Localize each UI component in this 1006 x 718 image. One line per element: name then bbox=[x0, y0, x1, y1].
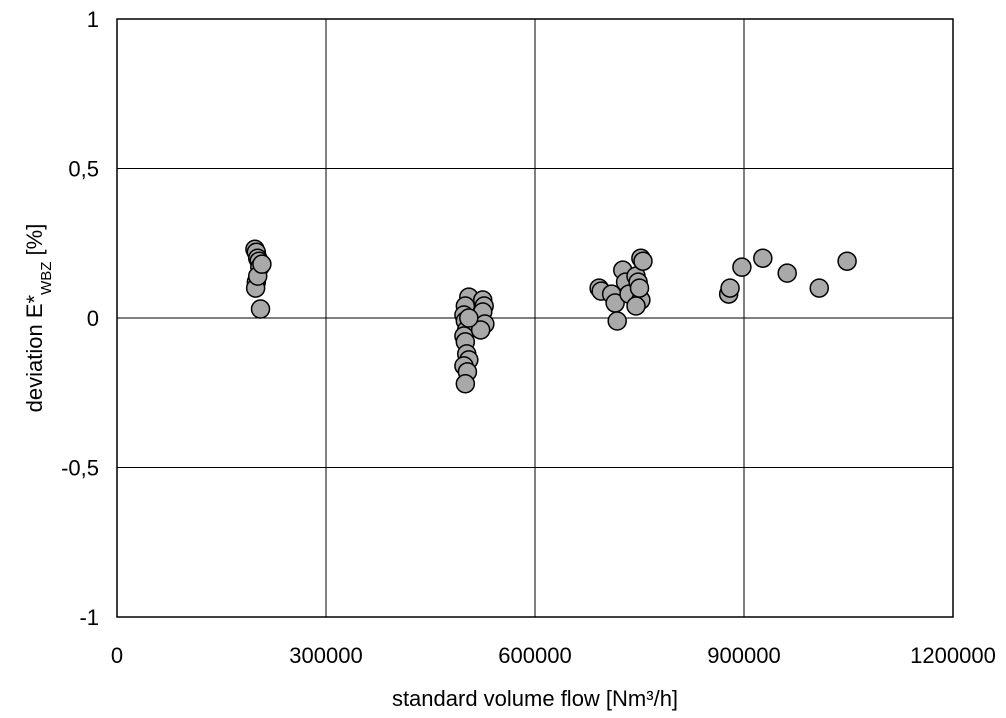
y-tick-label: 1 bbox=[87, 7, 99, 32]
grid-lines bbox=[116, 18, 954, 618]
data-point bbox=[250, 299, 271, 319]
data-point bbox=[626, 296, 646, 316]
y-tick-labels: -1 -0,5 0 0,5 1 bbox=[61, 7, 99, 630]
x-tick-label: 300000 bbox=[289, 643, 362, 668]
x-axis-label: standard volume flow [Nm³/h] bbox=[392, 686, 678, 711]
y-tick-label: 0,5 bbox=[68, 157, 99, 182]
y-tick-label: -0,5 bbox=[61, 456, 99, 481]
x-tick-label: 1200000 bbox=[910, 643, 996, 668]
y-axis-label: deviation E*WBZ [%] bbox=[22, 224, 55, 413]
data-point bbox=[633, 251, 653, 271]
data-point bbox=[607, 311, 627, 331]
data-point bbox=[753, 248, 773, 268]
data-point bbox=[720, 278, 740, 298]
y-tick-label: -1 bbox=[79, 605, 99, 630]
data-point bbox=[837, 251, 857, 271]
data-points bbox=[245, 239, 857, 394]
data-point bbox=[629, 278, 650, 298]
plot-area-frame bbox=[116, 18, 954, 618]
data-point bbox=[809, 278, 829, 298]
data-point bbox=[252, 254, 272, 274]
x-tick-label: 600000 bbox=[498, 643, 571, 668]
data-point bbox=[470, 320, 491, 340]
x-tick-labels: 0 300000 600000 900000 1200000 bbox=[111, 643, 996, 668]
data-point bbox=[459, 308, 479, 328]
data-point bbox=[455, 374, 476, 394]
y-axis-label-unit: [%] bbox=[22, 224, 47, 262]
data-point bbox=[732, 257, 752, 277]
y-axis-label-subscript: WBZ bbox=[38, 262, 55, 295]
data-point bbox=[777, 263, 797, 283]
y-axis-label-main: deviation E* bbox=[22, 294, 47, 412]
x-tick-label: 900000 bbox=[707, 643, 780, 668]
y-tick-label: 0 bbox=[87, 306, 99, 331]
x-tick-label: 0 bbox=[111, 643, 123, 668]
